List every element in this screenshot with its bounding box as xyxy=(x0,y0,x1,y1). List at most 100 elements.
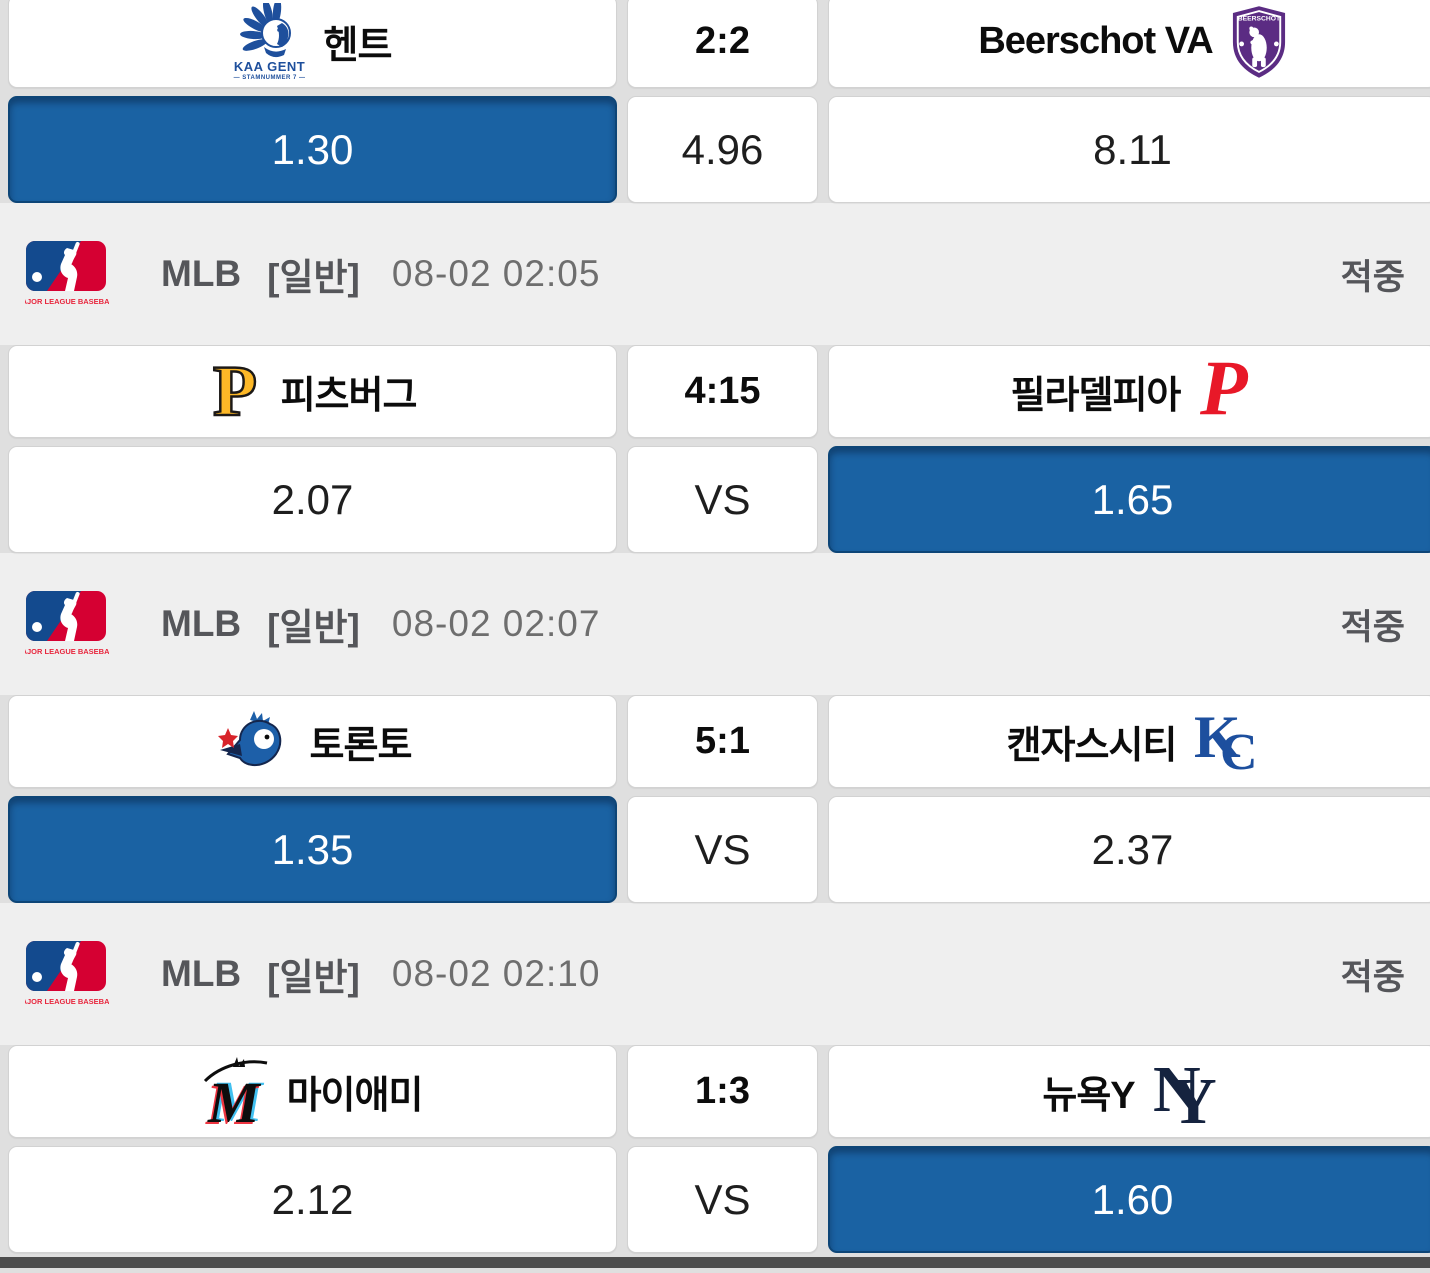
away-odds-value: 8.11 xyxy=(1093,125,1172,173)
away-team-name: 필라델피아 xyxy=(1010,375,1182,417)
home-odds-button[interactable]: 1.30 xyxy=(8,96,617,203)
pirates-logo-icon: P xyxy=(209,353,263,431)
svg-text:Y: Y xyxy=(1169,1065,1217,1131)
match-card: KAA GENT — STAMNUMMER 7 — 헨트 2:2 Beersch… xyxy=(0,0,1430,203)
league-header: MAJOR LEAGUE BASEBALL MLB [일반] 08-02 02:… xyxy=(0,203,1430,345)
home-team-cell: M M M 마이애미 xyxy=(8,1045,617,1138)
home-odds-button[interactable]: 1.35 xyxy=(8,796,617,903)
match-score: 4:15 xyxy=(684,370,761,412)
vs-label: VS xyxy=(694,1175,751,1223)
vs-cell: VS xyxy=(627,1146,818,1253)
league-name: MLB xyxy=(161,953,242,994)
svg-text:M: M xyxy=(205,1072,260,1129)
match-score: 1:3 xyxy=(695,1070,750,1112)
score-cell: 1:3 xyxy=(627,1045,818,1138)
kaa-gent-caption: KAA GENT xyxy=(233,58,306,74)
bottom-bar xyxy=(0,1257,1430,1268)
league-datetime: 08-02 02:10 xyxy=(391,953,601,994)
team-row: 토론토 5:1 캔자스시티 K C xyxy=(0,695,1430,788)
svg-text:BEERSCHOT: BEERSCHOT xyxy=(1237,15,1280,22)
royals-logo-icon: K C xyxy=(1194,707,1258,777)
away-odds-button[interactable]: 2.37 xyxy=(828,796,1430,903)
league-datetime: 08-02 02:07 xyxy=(391,603,601,644)
score-cell: 4:15 xyxy=(627,345,818,438)
league-market: [일반] xyxy=(267,257,360,298)
team-row: M M M 마이애미 1:3 뉴욕Y N Y xyxy=(0,1045,1430,1138)
match-card: 토론토 5:1 캔자스시티 K C 1.35 VS xyxy=(0,695,1430,903)
away-odds-button[interactable]: 1.60 xyxy=(828,1146,1430,1253)
home-odds-button[interactable]: 2.07 xyxy=(8,446,617,553)
vs-cell: VS xyxy=(627,446,818,553)
team-row: P 피츠버그 4:15 필라델피아 P xyxy=(0,345,1430,438)
home-team-cell: 토론토 xyxy=(8,695,617,788)
away-odds-button[interactable]: 1.65 xyxy=(828,446,1430,553)
marlins-logo-icon: M M M xyxy=(203,1055,269,1129)
odds-row: 2.12 VS 1.60 xyxy=(0,1146,1430,1253)
result-badge: 적중 xyxy=(1340,607,1405,647)
home-odds-value: 1.30 xyxy=(271,125,354,173)
vs-label: VS xyxy=(694,825,751,873)
mlb-logo-icon: MAJOR LEAGUE BASEBALL xyxy=(25,590,109,658)
away-team-cell: Beerschot VA BEERSCHOT xyxy=(828,0,1430,88)
blue-jays-logo-icon xyxy=(214,710,292,774)
league-header: MAJOR LEAGUE BASEBALL MLB [일반] 08-02 02:… xyxy=(0,903,1430,1045)
league-market: [일반] xyxy=(267,607,360,648)
league-header: MAJOR LEAGUE BASEBALL MLB [일반] 08-02 02:… xyxy=(0,553,1430,695)
svg-text:MAJOR LEAGUE BASEBALL: MAJOR LEAGUE BASEBALL xyxy=(25,647,109,656)
home-team-cell: P 피츠버그 xyxy=(8,345,617,438)
match-card: M M M 마이애미 1:3 뉴욕Y N Y xyxy=(0,1045,1430,1253)
kaa-gent-logo-icon: KAA GENT — STAMNUMMER 7 — xyxy=(233,2,306,81)
league-name: MLB xyxy=(161,603,242,644)
mlb-logo-icon: MAJOR LEAGUE BASEBALL xyxy=(25,240,109,308)
home-team-cell: KAA GENT — STAMNUMMER 7 — 헨트 xyxy=(8,0,617,88)
away-team-cell: 뉴욕Y N Y xyxy=(828,1045,1430,1138)
away-team-name: 캔자스시티 xyxy=(1006,725,1178,767)
svg-text:P: P xyxy=(213,353,257,431)
league-name: MLB xyxy=(161,253,242,294)
odds-row: 2.07 VS 1.65 xyxy=(0,446,1430,553)
away-odds-value: 2.37 xyxy=(1091,825,1174,873)
away-odds-value: 1.65 xyxy=(1091,475,1174,523)
match-card: P 피츠버그 4:15 필라델피아 P 2.07 xyxy=(0,345,1430,553)
league-market: [일반] xyxy=(267,957,360,998)
beerschot-logo-icon: BEERSCHOT xyxy=(1231,5,1287,79)
result-badge: 적중 xyxy=(1340,257,1405,297)
match-score: 2:2 xyxy=(695,20,750,62)
odds-row: 1.30 4.96 8.11 xyxy=(0,96,1430,203)
away-team-cell: 캔자스시티 K C xyxy=(828,695,1430,788)
score-cell: 5:1 xyxy=(627,695,818,788)
match-score: 5:1 xyxy=(695,720,750,762)
svg-text:M: M xyxy=(210,1069,265,1129)
svg-text:MAJOR LEAGUE BASEBALL: MAJOR LEAGUE BASEBALL xyxy=(25,997,109,1006)
home-odds-button[interactable]: 2.12 xyxy=(8,1146,617,1253)
yankees-logo-icon: N Y xyxy=(1153,1053,1223,1131)
home-team-name: 마이애미 xyxy=(286,1075,424,1117)
svg-text:M: M xyxy=(207,1070,262,1129)
draw-odds-value: 4.96 xyxy=(681,125,764,173)
home-odds-value: 2.07 xyxy=(271,475,354,523)
away-odds-value: 1.60 xyxy=(1091,1175,1174,1223)
svg-text:C: C xyxy=(1220,724,1258,777)
mlb-logo-icon: MAJOR LEAGUE BASEBALL xyxy=(25,940,109,1008)
home-team-name: 토론토 xyxy=(309,725,413,767)
svg-text:K: K xyxy=(1194,707,1241,770)
svg-text:N: N xyxy=(1153,1053,1201,1126)
kaa-gent-subcaption: — STAMNUMMER 7 — xyxy=(233,74,306,81)
league-datetime: 08-02 02:05 xyxy=(391,253,601,294)
home-team-name: 헨트 xyxy=(323,25,392,67)
vs-cell: VS xyxy=(627,796,818,903)
team-row: KAA GENT — STAMNUMMER 7 — 헨트 2:2 Beersch… xyxy=(0,0,1430,88)
away-team-cell: 필라델피아 P xyxy=(828,345,1430,438)
svg-text:P: P xyxy=(1199,350,1249,431)
away-odds-button[interactable]: 8.11 xyxy=(828,96,1430,203)
vs-label: VS xyxy=(694,475,751,523)
score-cell: 2:2 xyxy=(627,0,818,88)
phillies-logo-icon: P xyxy=(1198,350,1254,434)
away-team-name: Beerschot VA xyxy=(978,20,1213,62)
home-odds-value: 1.35 xyxy=(271,825,354,873)
draw-odds-button[interactable]: 4.96 xyxy=(627,96,818,203)
result-badge: 적중 xyxy=(1340,957,1405,997)
odds-row: 1.35 VS 2.37 xyxy=(0,796,1430,903)
svg-text:MAJOR LEAGUE BASEBALL: MAJOR LEAGUE BASEBALL xyxy=(25,297,109,306)
